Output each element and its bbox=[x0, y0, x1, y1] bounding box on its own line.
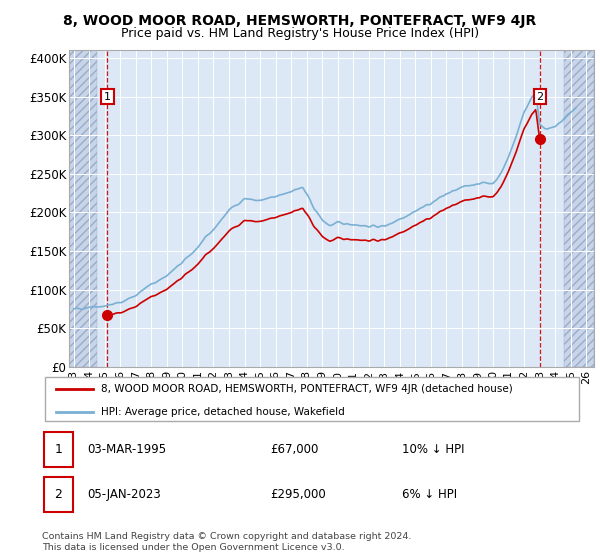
Text: 1: 1 bbox=[104, 92, 111, 102]
FancyBboxPatch shape bbox=[44, 477, 73, 512]
Text: 2: 2 bbox=[55, 488, 62, 501]
Text: HPI: Average price, detached house, Wakefield: HPI: Average price, detached house, Wake… bbox=[101, 407, 345, 417]
Text: £295,000: £295,000 bbox=[270, 488, 326, 501]
FancyBboxPatch shape bbox=[44, 432, 73, 467]
Text: 10% ↓ HPI: 10% ↓ HPI bbox=[402, 443, 464, 456]
Bar bbox=[69, 50, 97, 367]
Text: 8, WOOD MOOR ROAD, HEMSWORTH, PONTEFRACT, WF9 4JR: 8, WOOD MOOR ROAD, HEMSWORTH, PONTEFRACT… bbox=[64, 14, 536, 28]
Text: 8, WOOD MOOR ROAD, HEMSWORTH, PONTEFRACT, WF9 4JR (detached house): 8, WOOD MOOR ROAD, HEMSWORTH, PONTEFRACT… bbox=[101, 384, 513, 394]
Bar bbox=[565, 50, 594, 367]
Text: £67,000: £67,000 bbox=[270, 443, 319, 456]
Text: 1: 1 bbox=[55, 443, 62, 456]
Text: 2: 2 bbox=[536, 92, 544, 102]
FancyBboxPatch shape bbox=[45, 377, 580, 421]
Text: 05-JAN-2023: 05-JAN-2023 bbox=[87, 488, 161, 501]
Text: 6% ↓ HPI: 6% ↓ HPI bbox=[402, 488, 457, 501]
Text: Contains HM Land Registry data © Crown copyright and database right 2024.
This d: Contains HM Land Registry data © Crown c… bbox=[42, 532, 412, 552]
Text: 03-MAR-1995: 03-MAR-1995 bbox=[87, 443, 166, 456]
Text: Price paid vs. HM Land Registry's House Price Index (HPI): Price paid vs. HM Land Registry's House … bbox=[121, 27, 479, 40]
